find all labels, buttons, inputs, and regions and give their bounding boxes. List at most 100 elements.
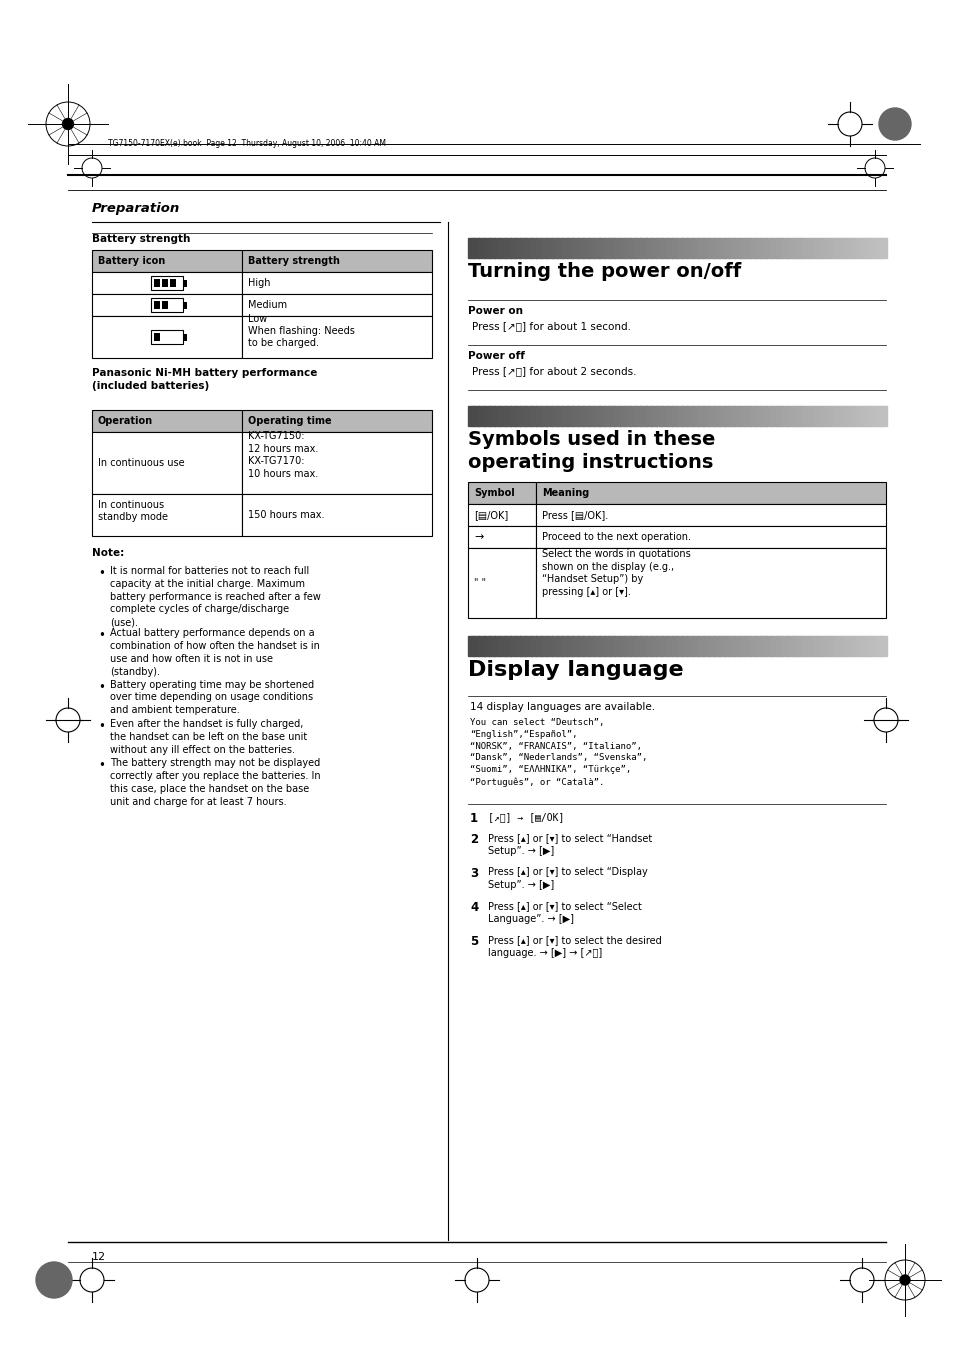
Bar xyxy=(530,238,537,258)
Bar xyxy=(833,238,839,258)
Bar xyxy=(603,636,609,657)
Text: 14 display languages are available.: 14 display languages are available. xyxy=(470,703,655,712)
Bar xyxy=(677,407,682,426)
Bar xyxy=(494,636,499,657)
Bar xyxy=(242,409,432,432)
Text: Low
When flashing: Needs
to be charged.: Low When flashing: Needs to be charged. xyxy=(248,313,355,349)
Bar xyxy=(781,407,787,426)
Text: Power on: Power on xyxy=(468,305,522,316)
Bar xyxy=(765,238,771,258)
Bar xyxy=(656,636,661,657)
Bar xyxy=(749,238,756,258)
Bar xyxy=(546,407,552,426)
Text: Press [▴] or [▾] to select the desired
language. → [▶] → [↗⒤]: Press [▴] or [▾] to select the desired l… xyxy=(488,935,661,958)
Bar xyxy=(765,636,771,657)
Bar xyxy=(677,238,682,258)
Bar xyxy=(687,238,693,258)
Bar xyxy=(151,276,183,290)
Bar xyxy=(468,526,536,549)
Text: Power off: Power off xyxy=(468,351,524,361)
Bar xyxy=(666,636,672,657)
Bar xyxy=(91,494,242,536)
Bar xyxy=(859,238,865,258)
Bar xyxy=(807,636,813,657)
Bar xyxy=(786,636,792,657)
Bar xyxy=(519,407,526,426)
Bar xyxy=(504,636,510,657)
Bar xyxy=(656,407,661,426)
Text: Battery icon: Battery icon xyxy=(98,255,165,266)
Bar xyxy=(608,238,615,258)
Bar xyxy=(468,549,536,617)
Bar xyxy=(593,636,599,657)
Bar xyxy=(488,636,495,657)
Bar xyxy=(875,636,881,657)
Bar xyxy=(639,636,646,657)
Bar xyxy=(536,636,541,657)
Bar xyxy=(770,636,777,657)
Bar xyxy=(791,407,798,426)
Bar xyxy=(588,238,594,258)
Text: Proceed to the next operation.: Proceed to the next operation. xyxy=(541,532,690,542)
Bar xyxy=(540,238,547,258)
Bar xyxy=(242,272,432,295)
Bar xyxy=(660,407,667,426)
Bar xyxy=(561,407,568,426)
Bar xyxy=(618,407,625,426)
Bar xyxy=(698,636,703,657)
Bar xyxy=(843,407,849,426)
Bar xyxy=(608,407,615,426)
Bar xyxy=(635,636,640,657)
Bar xyxy=(838,636,844,657)
Bar xyxy=(880,407,886,426)
Bar xyxy=(170,280,175,286)
Bar xyxy=(797,407,802,426)
Bar xyxy=(656,238,661,258)
Bar xyxy=(478,407,484,426)
Bar xyxy=(645,407,651,426)
Bar xyxy=(645,238,651,258)
Bar xyxy=(483,407,490,426)
Bar xyxy=(755,238,760,258)
Bar xyxy=(749,636,756,657)
Bar xyxy=(645,636,651,657)
Bar xyxy=(635,238,640,258)
Bar xyxy=(639,407,646,426)
Text: Battery strength: Battery strength xyxy=(91,234,191,245)
Bar xyxy=(713,636,720,657)
Bar xyxy=(572,407,578,426)
Bar xyxy=(781,238,787,258)
Bar xyxy=(728,407,735,426)
Bar xyxy=(498,407,505,426)
Bar xyxy=(708,407,714,426)
Text: 1: 1 xyxy=(470,812,477,825)
Bar xyxy=(708,636,714,657)
Bar xyxy=(776,407,781,426)
Bar xyxy=(786,238,792,258)
Bar xyxy=(91,272,242,295)
Bar xyxy=(536,407,541,426)
Bar xyxy=(807,407,813,426)
Bar xyxy=(515,636,520,657)
Bar xyxy=(660,636,667,657)
Text: →: → xyxy=(474,532,483,542)
Bar xyxy=(875,238,881,258)
Bar xyxy=(812,407,819,426)
Bar xyxy=(525,636,531,657)
Bar xyxy=(153,280,160,286)
Text: It is normal for batteries not to reach full
capacity at the initial charge. Max: It is normal for batteries not to reach … xyxy=(110,566,320,627)
Bar xyxy=(781,636,787,657)
Text: Display language: Display language xyxy=(468,661,683,680)
Bar xyxy=(864,238,870,258)
Bar xyxy=(776,238,781,258)
Bar xyxy=(488,407,495,426)
Text: •: • xyxy=(98,630,105,643)
Bar xyxy=(536,482,885,504)
Bar xyxy=(624,636,630,657)
Bar xyxy=(561,636,568,657)
Bar xyxy=(473,636,479,657)
Bar xyxy=(801,636,808,657)
Bar xyxy=(478,238,484,258)
Bar xyxy=(848,636,855,657)
Bar xyxy=(519,636,526,657)
